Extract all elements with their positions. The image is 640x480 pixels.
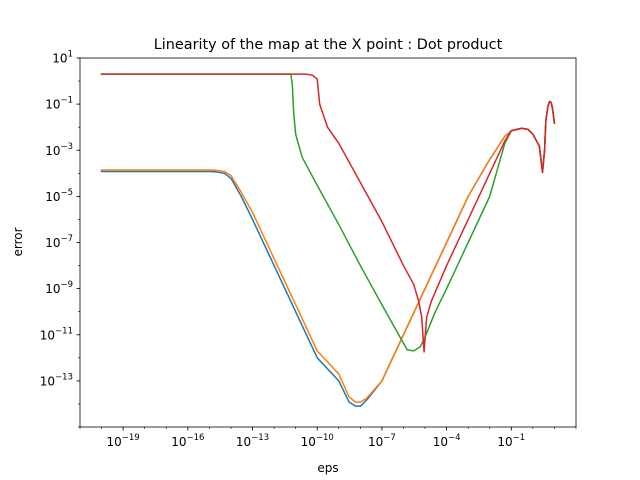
x-tick-label-0: 10−19 [107,433,140,449]
y-tick-label-2: 10−3 [45,142,73,158]
y-tick-label-5: 10−9 [45,280,73,296]
chart-title: Linearity of the map at the X point : Do… [154,37,503,53]
y-axis-ticks: 101 10−1 10−3 10−5 10−7 10−9 10−11 10−13 [40,50,80,428]
x-tick-label-3: 10−10 [301,433,334,449]
series-layer [100,73,556,407]
y-tick-label-0: 101 [52,50,73,66]
x-tick-label-4: 10−7 [368,433,396,449]
y-tick-label-1: 10−1 [45,96,73,112]
x-tick-label-5: 10−4 [433,433,461,449]
x-tick-label-1: 10−16 [171,433,204,449]
y-tick-label-6: 10−11 [40,326,73,342]
series-line-4 [100,73,556,353]
y-tick-label-4: 10−7 [45,234,73,250]
plot-area [79,57,577,428]
y-axis-label: error [11,227,25,256]
x-axis-label: eps [317,461,338,475]
y-tick-label-3: 10−5 [45,188,73,204]
x-tick-label-2: 10−13 [236,433,269,449]
x-axis-ticks: 10−19 10−16 10−13 10−10 10−7 10−4 10−1 [79,427,577,449]
x-tick-label-6: 10−1 [497,433,525,449]
y-tick-label-7: 10−13 [40,372,73,388]
